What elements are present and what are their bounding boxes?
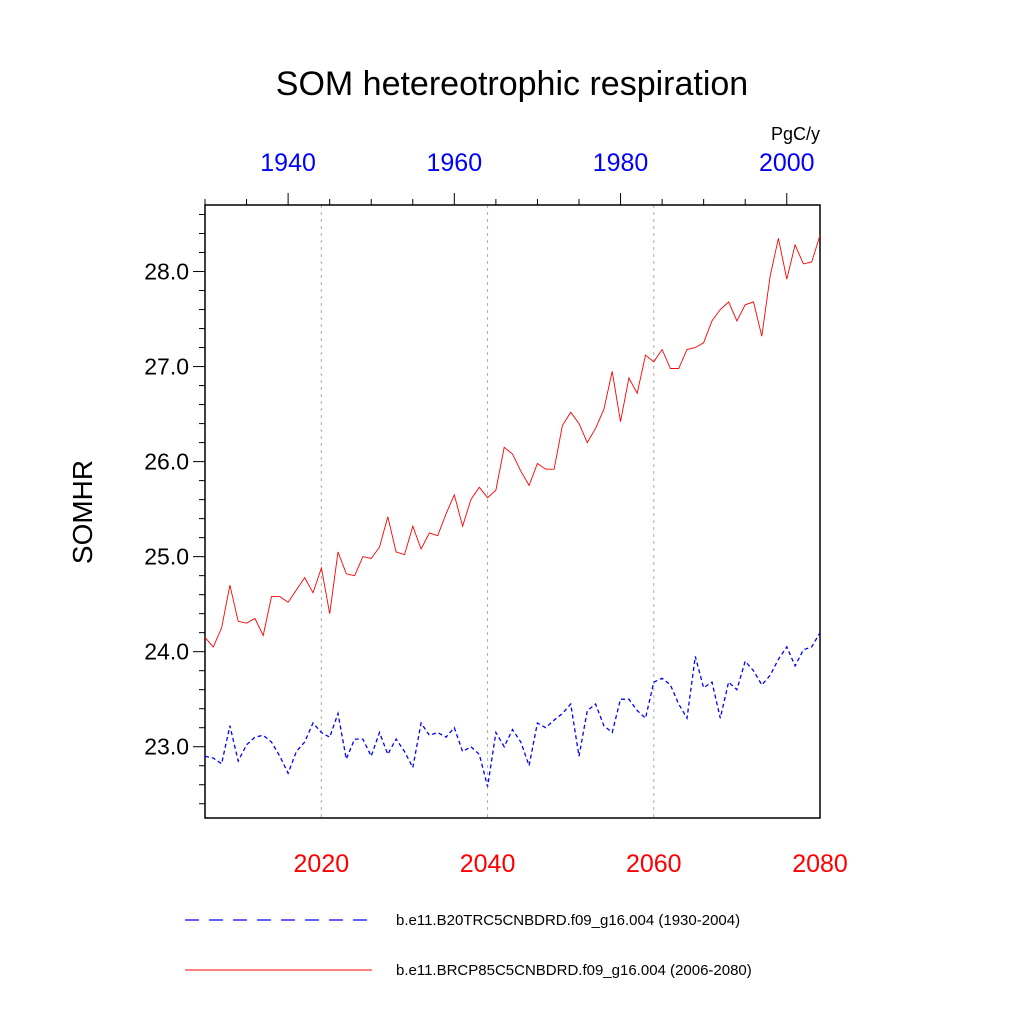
bottom-tick-label: 2080 xyxy=(792,850,848,878)
y-tick-label: 23.0 xyxy=(144,734,189,760)
y-tick-label: 26.0 xyxy=(144,449,189,475)
legend-label-2: b.e11.BRCP85C5CNBDRD.f09_g16.004 (2006-2… xyxy=(396,962,752,979)
bottom-tick-label: 2020 xyxy=(294,850,350,878)
axes: 23.0 24.0 25.0 26.0 27.0 28.0 2020 2040 2060 2080… xyxy=(144,149,848,878)
plot-frame xyxy=(204,204,821,819)
chart-title: SOM hetereotrophic respiration xyxy=(276,65,748,103)
y-tick-label: 28.0 xyxy=(144,259,189,285)
legend-label-1: b.e11.B20TRC5CNBDRD.f09_g16.004 (1930-20… xyxy=(396,912,740,929)
bottom-tick-label: 2040 xyxy=(460,850,516,878)
legend: b.e11.B20TRC5CNBDRD.f09_g16.004 (1930-20… xyxy=(185,912,752,979)
units-label: PgC/y xyxy=(771,124,820,144)
series-line-2 xyxy=(204,235,821,648)
series-line-1 xyxy=(204,632,821,787)
y-tick-label: 25.0 xyxy=(144,544,189,570)
bottom-tick-label: 2060 xyxy=(626,850,682,878)
series-group xyxy=(204,235,821,787)
y-tick-label: 24.0 xyxy=(144,639,189,665)
y-axis-label: SOMHR xyxy=(67,460,98,564)
top-tick-label: 1980 xyxy=(593,149,649,177)
top-tick-label: 2000 xyxy=(759,149,815,177)
top-tick-label: 1940 xyxy=(260,149,316,177)
y-tick-label: 27.0 xyxy=(144,354,189,380)
top-tick-label: 1960 xyxy=(427,149,483,177)
